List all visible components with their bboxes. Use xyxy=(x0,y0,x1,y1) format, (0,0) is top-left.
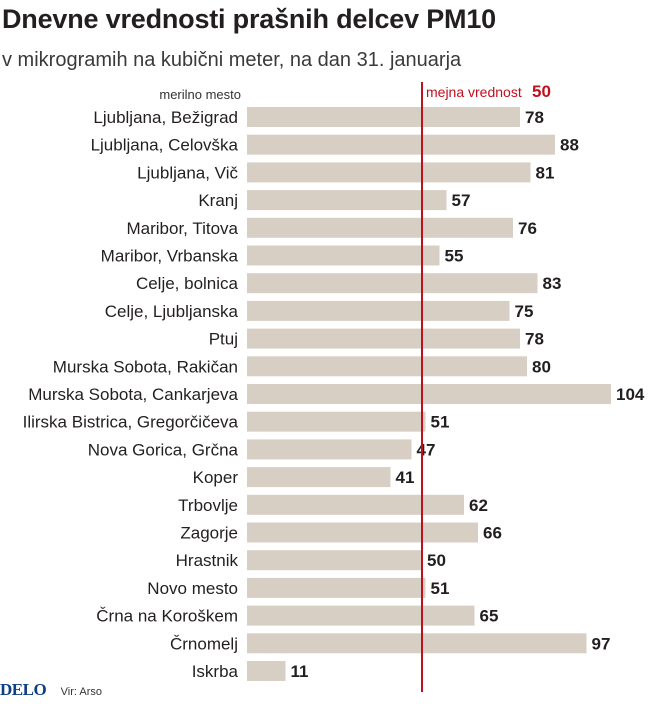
bar xyxy=(247,273,538,294)
bar xyxy=(247,550,422,571)
bar xyxy=(247,439,412,460)
bar xyxy=(247,494,464,515)
value-label: 57 xyxy=(452,191,471,210)
category-label: Kranj xyxy=(198,191,238,210)
value-label: 47 xyxy=(417,440,436,459)
value-label: 55 xyxy=(445,247,464,266)
value-label: 75 xyxy=(515,302,534,321)
category-label: Hrastnik xyxy=(176,551,239,570)
value-label: 78 xyxy=(525,108,544,127)
limit-value: 50 xyxy=(532,82,551,101)
bar xyxy=(247,217,513,238)
category-label: Črnomelj xyxy=(170,634,238,653)
value-label: 81 xyxy=(536,163,555,182)
value-label: 66 xyxy=(483,524,502,543)
bar xyxy=(247,522,478,543)
bar xyxy=(247,605,475,626)
category-label: Črna na Koroškem xyxy=(96,607,238,626)
value-label: 41 xyxy=(396,468,415,487)
bar xyxy=(247,245,440,266)
category-label: Maribor, Vrbanska xyxy=(101,247,239,266)
bar xyxy=(247,661,286,681)
chart-title: Dnevne vrednosti prašnih delcev PM10 xyxy=(2,4,496,34)
value-label: 11 xyxy=(291,662,309,681)
value-label: 65 xyxy=(480,607,499,626)
category-label: Celje, bolnica xyxy=(136,274,239,293)
category-label: Zagorje xyxy=(180,524,238,543)
bar xyxy=(247,162,531,183)
category-label: Nova Gorica, Grčna xyxy=(88,440,239,459)
bar xyxy=(247,328,520,349)
value-label: 78 xyxy=(525,330,544,349)
bar xyxy=(247,633,587,654)
chart-subtitle: v mikrogramih na kubični meter, na dan 3… xyxy=(2,49,462,71)
value-label: 83 xyxy=(543,274,562,293)
category-label: Ljubljana, Celovška xyxy=(91,136,239,155)
category-label: Trbovlje xyxy=(178,496,238,515)
category-label: Murska Sobota, Cankarjeva xyxy=(28,385,238,404)
value-label: 104 xyxy=(616,385,645,404)
category-label: Novo mesto xyxy=(147,579,238,598)
category-label: Maribor, Titova xyxy=(127,219,239,238)
value-label: 50 xyxy=(427,551,446,570)
brand-logo: DELO xyxy=(0,680,47,699)
bar xyxy=(247,411,426,432)
category-label: Ilirska Bistrica, Gregorčičeva xyxy=(23,413,239,432)
value-label: 76 xyxy=(518,219,537,238)
source-note: Vir: Arso xyxy=(60,686,103,698)
category-label: Celje, Ljubljanska xyxy=(105,302,239,321)
bar xyxy=(247,356,527,377)
value-label: 88 xyxy=(560,136,579,155)
value-label: 62 xyxy=(469,496,488,515)
limit-label: mejna vrednost xyxy=(426,84,522,100)
category-label: Iskrba xyxy=(192,662,239,681)
bar xyxy=(247,134,555,155)
value-label: 97 xyxy=(592,634,611,653)
bar xyxy=(247,107,520,127)
category-label: Ptuj xyxy=(209,330,238,349)
value-label: 51 xyxy=(431,413,450,432)
value-label: 80 xyxy=(532,357,551,376)
bar xyxy=(247,384,611,404)
category-label: Murska Sobota, Rakičan xyxy=(53,357,238,376)
value-label: 51 xyxy=(431,579,450,598)
category-label: Ljubljana, Bežigrad xyxy=(93,108,238,127)
footer: DELO Vir: Arso xyxy=(0,680,102,700)
bar xyxy=(247,300,510,321)
bar xyxy=(247,577,426,598)
bar xyxy=(247,467,391,488)
category-header: merilno mesto xyxy=(159,87,241,102)
bar xyxy=(247,190,447,211)
category-label: Koper xyxy=(193,468,239,487)
category-label: Ljubljana, Vič xyxy=(137,163,238,182)
